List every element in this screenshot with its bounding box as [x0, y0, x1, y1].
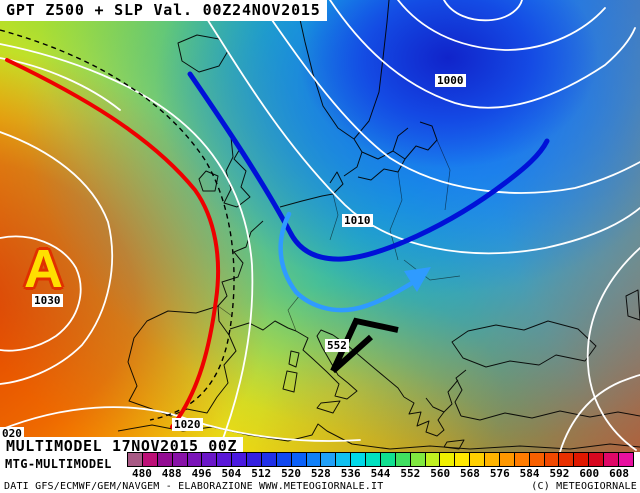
colorbar-tick: 592 [549, 467, 570, 480]
colorbar-cell [217, 453, 233, 466]
colorbar-tick: 512 [251, 467, 272, 480]
slp-label-1020-clipped: 020 [0, 427, 24, 440]
dashed-front-line [0, 29, 235, 421]
coastlines [117, 0, 640, 450]
black-cold-arrow [330, 317, 399, 374]
country-borders [217, 139, 461, 332]
colorbar-cell [187, 453, 203, 466]
colorbar-cell [336, 453, 352, 466]
colorbar-cell [366, 453, 381, 466]
colorbar-cell [589, 453, 604, 466]
colorbar-tick: 568 [460, 467, 480, 480]
colorbar-cell [559, 453, 575, 466]
colorbar-tick: 544 [370, 467, 391, 480]
colorbar: 480 488 496 504 512 520 528 536 544 552 560 568 576 5… [127, 452, 634, 480]
colorbar-cell [128, 453, 143, 466]
colorbar-tick: 528 [310, 467, 331, 480]
colorbar-cell [232, 453, 247, 466]
colorbar-tick: 488 [161, 467, 182, 480]
colorbar-tick: 576 [489, 467, 510, 480]
colorbar-tick: 480 [131, 467, 152, 480]
colorbar-cell [455, 453, 471, 466]
colorbar-tick: 552 [400, 467, 421, 480]
colorbar-cell [261, 453, 277, 466]
colorbar-tick: 608 [609, 467, 630, 480]
colorbar-cell [574, 453, 590, 466]
colorbar-cell [276, 453, 292, 466]
colorbar-cell [351, 453, 366, 466]
slp-isobars [0, 0, 640, 452]
chart-title: GPT Z500 + SLP Val. 00Z24NOV2015 [0, 0, 327, 21]
colorbar-cell [440, 453, 456, 466]
colorbar-cell [202, 453, 218, 466]
colorbar-tick: 560 [430, 467, 451, 480]
colorbar-cell [306, 453, 322, 466]
colorbar-tick: 600 [579, 467, 600, 480]
slp-label-1030: 1030 [32, 294, 63, 307]
blue-jet-line [187, 71, 550, 262]
model-sub-label: MTG-MULTIMODEL [0, 457, 117, 471]
credit-data-source: DATI GFS/ECMWF/GEM/NAVGEM - ELABORAZIONE… [4, 481, 384, 492]
colorbar-cell [618, 453, 633, 466]
colorbar-cell [410, 453, 426, 466]
colorbar-cell [425, 453, 441, 466]
colorbar-cell [470, 453, 485, 466]
slp-label-1000: 1000 [435, 74, 466, 87]
colorbar-cell [172, 453, 188, 466]
colorbar-tick: 504 [221, 467, 242, 480]
colorbar-cell [544, 453, 560, 466]
weather-map: 1000 1010 1020 020 1030 552 A GPT Z500 +… [0, 0, 640, 452]
colorbar-cell [157, 453, 173, 466]
slp-label-1020: 1020 [172, 418, 203, 431]
colorbar-cell [485, 453, 500, 466]
credit-copyright: (C) METEOGIORNALE [531, 481, 637, 492]
lightblue-flow-arrow [278, 211, 431, 313]
colorbar-cell [604, 453, 619, 466]
colorbar-tick: 584 [519, 467, 540, 480]
colorbar-cell [529, 453, 545, 466]
colorbar-tick-labels: 480 488 496 504 512 520 528 536 544 552 560 568 576 5… [127, 467, 634, 480]
model-run-label: MULTIMODEL 17NOV2015 00Z [0, 437, 244, 455]
colorbar-cell [247, 453, 262, 466]
colorbar-tick: 536 [340, 467, 361, 480]
colorbar-cells [127, 452, 634, 467]
colorbar-cell [321, 453, 337, 466]
high-pressure-marker: A [24, 239, 63, 299]
colorbar-cell [142, 453, 158, 466]
colorbar-cell [499, 453, 515, 466]
map-overlay [0, 0, 640, 452]
colorbar-cell [291, 453, 307, 466]
colorbar-cell [380, 453, 396, 466]
z500-label-552: 552 [325, 339, 349, 352]
colorbar-tick: 496 [191, 467, 212, 480]
colorbar-tick: 520 [281, 467, 301, 480]
colorbar-cell [395, 453, 411, 466]
slp-label-1010: 1010 [342, 214, 373, 227]
red-trough-line [5, 58, 221, 429]
colorbar-cell [514, 453, 530, 466]
